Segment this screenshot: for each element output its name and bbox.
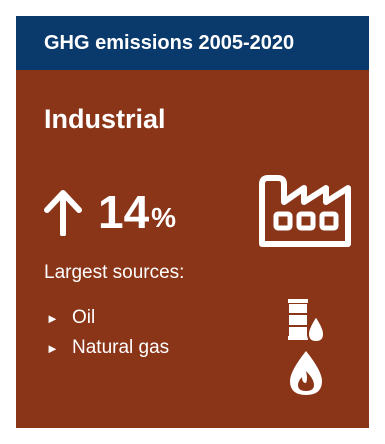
gas-flame-drop-icon: [290, 351, 322, 395]
card-header: GHG emissions 2005-2020: [16, 16, 369, 70]
bullet-triangle-icon: ►: [46, 340, 59, 356]
largest-sources-label: Largest sources:: [44, 262, 185, 283]
change-unit: %: [151, 202, 177, 233]
source-label: Oil: [72, 307, 96, 328]
card-title: GHG emissions 2005-2020: [44, 32, 295, 54]
emission-change: 14 %: [42, 182, 176, 242]
source-list: ► Oil ► Natural gas: [46, 303, 169, 363]
up-arrow-icon: [44, 190, 82, 236]
oil-barrel-icon: [288, 299, 326, 344]
source-item-natural-gas: ► Natural gas: [46, 333, 169, 363]
sector-name: Industrial: [44, 104, 166, 134]
source-label: Natural gas: [72, 337, 170, 358]
change-value: 14: [98, 186, 150, 238]
bullet-triangle-icon: ►: [46, 310, 59, 326]
emissions-card: GHG emissions 2005-2020 Industrial 14 % …: [16, 16, 369, 428]
source-item-oil: ► Oil: [46, 303, 169, 333]
factory-icon: [259, 175, 351, 247]
